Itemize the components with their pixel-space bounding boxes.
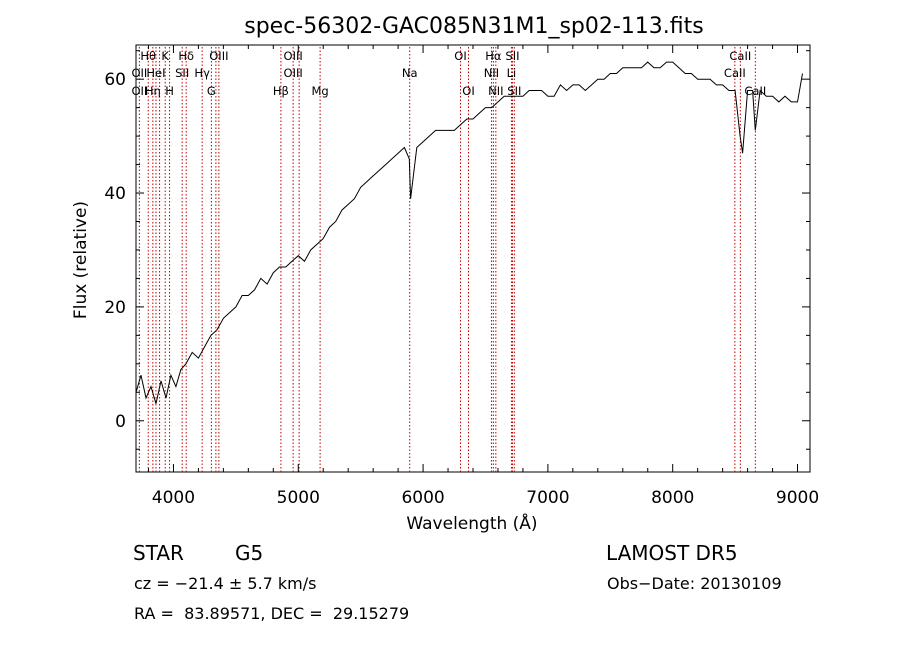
x-tick-label: 4000 [152, 488, 195, 508]
line-marker-label: Hδ [178, 49, 194, 63]
y-tick-label: 60 [104, 70, 126, 90]
line-marker-label: Li [507, 66, 517, 80]
line-marker-label: CaII [724, 66, 746, 80]
observation-date: Obs−Date: 20130109 [607, 574, 782, 593]
x-tick-label: 7000 [526, 488, 569, 508]
y-tick-label: 40 [104, 184, 126, 204]
line-markers [138, 47, 756, 472]
line-marker-label: OIII [209, 49, 228, 63]
line-marker-label: SII [507, 84, 521, 98]
line-marker-label: OII [131, 84, 147, 98]
line-marker-label: Hγ [194, 66, 210, 80]
y-tick-label: 20 [104, 298, 126, 318]
y-tick-label: 0 [115, 412, 126, 432]
axis-ticks: 4000 5000 6000 7000 8000 9000 0 20 40 60 [104, 45, 819, 508]
line-marker-label: NII [484, 66, 499, 80]
x-tick-label: 8000 [651, 488, 694, 508]
line-marker-label: OI [454, 49, 466, 63]
line-marker-label: OII [131, 66, 147, 80]
y-axis-label: Flux (relative) [71, 201, 91, 319]
line-marker-label: Na [402, 66, 418, 80]
object-class: STAR [133, 541, 184, 565]
x-tick-label: 5000 [277, 488, 320, 508]
line-marker-label: CaII [729, 49, 751, 63]
spectrum-line [135, 61, 803, 404]
line-marker-label: K [161, 49, 169, 63]
coordinates: RA = 83.89571, DEC = 29.15279 [134, 604, 410, 623]
line-marker-label: SII [505, 49, 519, 63]
object-subclass: G5 [235, 541, 264, 565]
line-marker-label: OI [462, 84, 474, 98]
line-marker-label: HeI [146, 66, 165, 80]
line-marker-label: NII [488, 84, 503, 98]
x-tick-label: 6000 [401, 488, 444, 508]
line-marker-label: Hα [485, 49, 502, 63]
line-marker-label: OIII [284, 66, 303, 80]
line-marker-label: Hη [145, 84, 161, 98]
survey-name: LAMOST DR5 [606, 541, 738, 565]
redshift-velocity: cz = −21.4 ± 5.7 km/s [134, 574, 317, 593]
x-tick-label: 9000 [776, 488, 819, 508]
line-marker-label: Hβ [273, 84, 289, 98]
line-marker-label: Hθ [140, 49, 156, 63]
x-axis-label: Wavelength (Å) [406, 512, 537, 534]
chart-title: spec-56302-GAC085N31M1_sp02-113.fits [244, 14, 704, 39]
line-marker-label: SII [175, 66, 189, 80]
line-marker-label: H [165, 84, 174, 98]
line-marker-label: G [207, 84, 216, 98]
line-marker-label: CaII [744, 84, 766, 98]
plot-frame [135, 44, 811, 473]
line-marker-label: OIII [284, 49, 303, 63]
line-marker-label: Mg [311, 84, 328, 98]
